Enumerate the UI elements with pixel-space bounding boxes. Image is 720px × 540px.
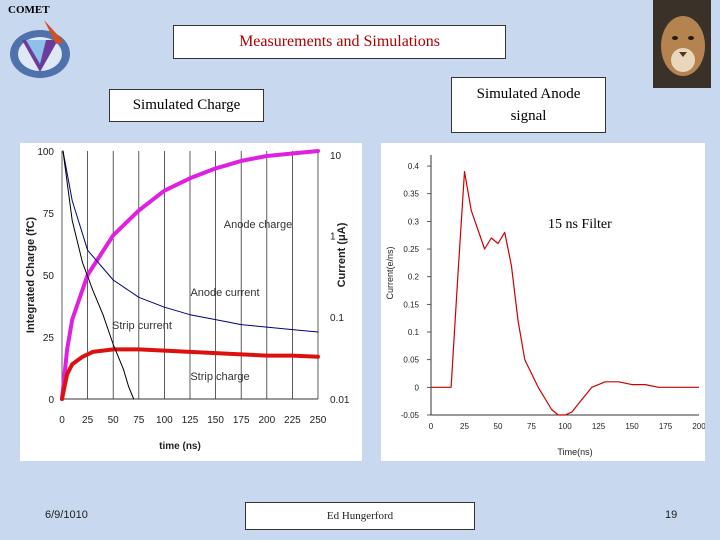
y-tick-label: 0.3 <box>408 217 420 226</box>
y2-tick-label: 1 <box>330 231 336 242</box>
y-tick-label: 100 <box>37 147 54 158</box>
y-tick-label: -0.05 <box>401 411 420 420</box>
x-tick-label: 0 <box>59 415 65 426</box>
x-tick-label: 25 <box>460 422 469 431</box>
x-tick-label: 50 <box>108 415 120 426</box>
x-tick-label: 200 <box>258 415 275 426</box>
y-tick-label: 0.1 <box>408 328 420 337</box>
x-tick-label: 150 <box>625 422 639 431</box>
comet-logo-icon <box>4 14 76 84</box>
series-line-strip-current <box>62 150 135 400</box>
comet-logo-text: COMET <box>8 4 50 16</box>
simulated-anode-label-line1: Simulated Anode <box>476 86 581 102</box>
page-title: Measurements and Simulations <box>173 25 506 59</box>
series-line-strip-charge <box>60 347 320 401</box>
y-tick-label: 0.35 <box>403 190 419 199</box>
y-tick-label: 0.15 <box>403 300 419 309</box>
y-tick-label: 25 <box>43 333 55 344</box>
y-tick-label: 0 <box>48 395 54 406</box>
x-tick-label: 50 <box>494 422 503 431</box>
x-tick-label: 175 <box>659 422 673 431</box>
x-tick-label: 0 <box>429 422 434 431</box>
simulated-anode-label-line2: signal <box>510 108 547 124</box>
x-tick-label: 100 <box>558 422 572 431</box>
y-tick-label: 75 <box>43 209 55 220</box>
x-tick-label: 25 <box>82 415 94 426</box>
annotation-label: Anode charge <box>224 219 293 231</box>
annotation-label: Strip charge <box>190 371 249 383</box>
x-tick-label: 225 <box>284 415 301 426</box>
series-line-anode-signal <box>431 171 699 416</box>
x-tick-label: 75 <box>133 415 145 426</box>
y-axis-label: Current(e/ns) <box>385 246 395 299</box>
y-tick-label: 0.05 <box>403 356 419 365</box>
x-tick-label: 100 <box>156 415 173 426</box>
y2-tick-label: 0.1 <box>330 313 344 324</box>
y2-tick-label: 10 <box>330 151 342 162</box>
x-tick-label: 150 <box>207 415 224 426</box>
x-tick-label: 250 <box>310 415 327 426</box>
annotation-label: Anode current <box>190 287 259 299</box>
x-tick-label: 175 <box>233 415 250 426</box>
x-axis-label: time (ns) <box>159 441 201 452</box>
cougar-photo <box>653 0 711 88</box>
y-tick-label: 0.2 <box>408 273 420 282</box>
annotation-label: Strip current <box>112 320 172 332</box>
x-tick-label: 125 <box>182 415 199 426</box>
simulated-charge-label: Simulated Charge <box>109 89 264 122</box>
series-line-anode-charge <box>60 149 320 401</box>
x-tick-label: 75 <box>527 422 536 431</box>
y-axis-label: Integrated Charge (fC) <box>25 217 37 333</box>
footer-date: 6/9/1010 <box>45 509 88 521</box>
y2-tick-label: 0.01 <box>330 395 350 406</box>
y2-axis-label: Current (μA) <box>336 222 348 287</box>
charge-chart: 0 25 50 75 100 125 150 175 200 225 250 0 25 50 75 100 0.… <box>20 143 362 461</box>
y-tick-label: 50 <box>43 271 55 282</box>
footer-author: Ed Hungerford <box>245 502 475 530</box>
x-axis-label: Time(ns) <box>557 447 592 457</box>
filter-label: 15 ns Filter <box>548 217 612 232</box>
footer-page-number: 19 <box>665 509 678 521</box>
x-tick-label: 200 <box>692 422 705 431</box>
y-tick-label: 0 <box>415 383 420 392</box>
simulated-anode-label: Simulated Anode signal <box>451 77 606 133</box>
y-tick-label: 0.25 <box>403 245 419 254</box>
x-tick-label: 125 <box>592 422 606 431</box>
anode-signal-chart: 0 25 50 75 100 125 150 175 200 -0.05 0 0.05 0.1 0.15 0… <box>381 143 706 461</box>
y-tick-label: 0.4 <box>408 162 420 171</box>
series-line-anode-current <box>62 150 319 333</box>
